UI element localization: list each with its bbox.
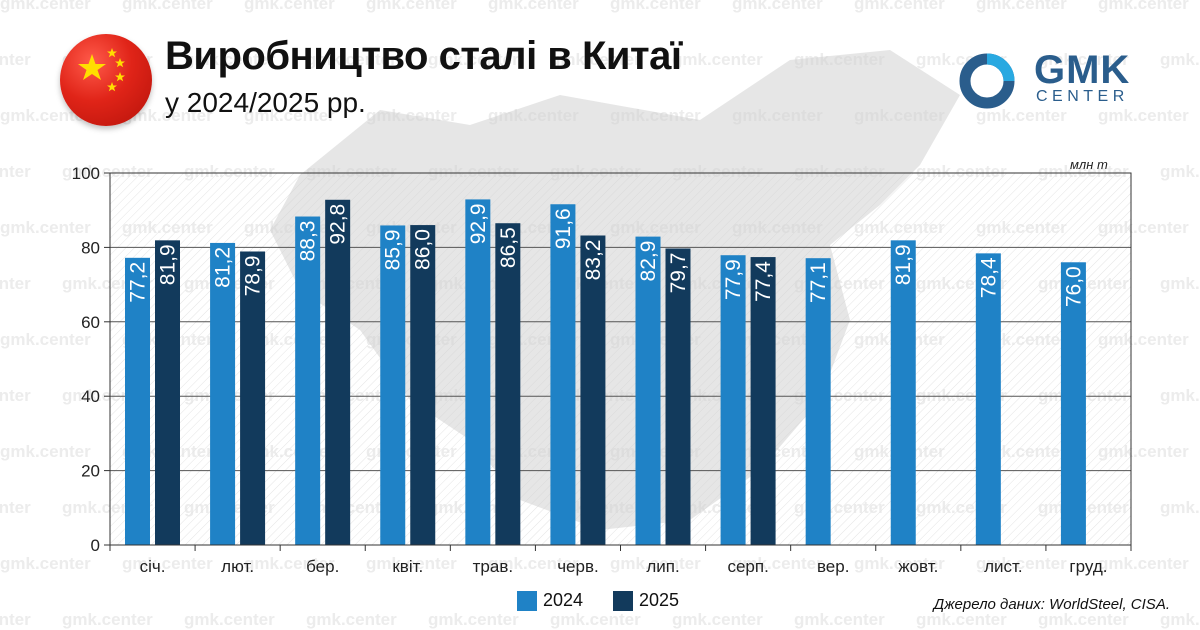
bar-2025 bbox=[410, 225, 436, 545]
x-tick-label: вер. bbox=[817, 557, 849, 576]
y-tick-label: 80 bbox=[81, 238, 100, 257]
bar-2024 bbox=[890, 240, 916, 545]
bar-2024 bbox=[465, 199, 491, 546]
x-axis-ticks: січ. лют. бер. квіт. трав. черв. лип. серп. вер.… bbox=[109, 545, 1132, 576]
chart-title: Виробництво сталі в Китаї bbox=[165, 34, 682, 78]
x-tick-label: бер. bbox=[306, 557, 339, 576]
legend-item-2024: 2024 bbox=[517, 590, 583, 611]
bar-value-label: 78,4 bbox=[977, 257, 1000, 298]
bar-2024 bbox=[720, 255, 746, 545]
bar-2024 bbox=[125, 257, 150, 545]
bar-value-label: 88,3 bbox=[297, 221, 320, 262]
bar-value-label: 78,9 bbox=[242, 255, 265, 296]
x-tick-label: трав. bbox=[473, 557, 513, 576]
y-tick-label: 100 bbox=[72, 164, 100, 183]
y-tick-label: 60 bbox=[81, 313, 100, 332]
y-axis-ticks: 0 20 40 60 80 100 bbox=[72, 164, 110, 555]
bar-value-label: 77,4 bbox=[752, 261, 775, 302]
bar-value-label: 77,2 bbox=[127, 262, 150, 303]
bar-value-label: 86,5 bbox=[497, 227, 520, 268]
bar-value-label: 76,0 bbox=[1062, 266, 1085, 307]
bar-2024 bbox=[975, 253, 1001, 546]
bar-2024 bbox=[550, 204, 576, 546]
bar-value-label: 92,9 bbox=[467, 203, 490, 244]
x-tick-label: груд. bbox=[1069, 557, 1107, 576]
bar-2024 bbox=[210, 242, 236, 545]
y-tick-label: 20 bbox=[81, 462, 100, 481]
bar-value-label: 83,2 bbox=[582, 239, 605, 280]
bar-value-label: 86,0 bbox=[412, 229, 435, 270]
bar-value-label: 92,8 bbox=[327, 204, 350, 245]
logo-text-main: GMK bbox=[1034, 48, 1131, 92]
bar-2024 bbox=[635, 236, 661, 545]
x-tick-label: квіт. bbox=[392, 557, 423, 576]
x-tick-label: серп. bbox=[727, 557, 768, 576]
bar-2024 bbox=[805, 258, 831, 545]
legend-swatch-2024 bbox=[517, 590, 537, 611]
gridlines bbox=[110, 246, 1131, 472]
bar-2025 bbox=[155, 240, 180, 545]
legend-item-2025: 2025 bbox=[613, 590, 679, 611]
x-tick-label: лип. bbox=[646, 557, 679, 576]
plot-frame bbox=[109, 172, 1132, 546]
bar-2025 bbox=[665, 248, 691, 546]
bar-value-label: 85,9 bbox=[382, 229, 405, 270]
bar-value-label: 77,9 bbox=[722, 259, 745, 300]
bar-2025 bbox=[580, 235, 606, 545]
source-note: Джерело даних: WorldSteel, CISA. bbox=[933, 596, 1170, 613]
bar-value-label: 91,6 bbox=[552, 208, 575, 249]
bar-2025 bbox=[495, 223, 521, 545]
bar-2024 bbox=[380, 225, 406, 545]
bar-value-label: 79,7 bbox=[667, 253, 690, 294]
bar-2024 bbox=[1060, 262, 1086, 545]
legend-label-2025: 2025 bbox=[639, 590, 680, 610]
bar-value-label: 81,9 bbox=[157, 244, 180, 285]
bar-value-label: 82,9 bbox=[637, 241, 660, 282]
x-tick-label: лист. bbox=[984, 557, 1023, 576]
y-tick-label: 40 bbox=[81, 387, 100, 406]
bar-2025 bbox=[750, 257, 776, 545]
bar-value-label: 77,1 bbox=[807, 262, 830, 303]
x-tick-label: черв. bbox=[557, 557, 599, 576]
unit-label: млн т bbox=[1070, 157, 1108, 172]
china-map-silhouette bbox=[270, 50, 960, 530]
x-tick-label: лют. bbox=[221, 557, 254, 576]
x-tick-label: жовт. bbox=[898, 557, 938, 576]
legend-label-2024: 2024 bbox=[543, 590, 584, 610]
china-flag-icon bbox=[60, 34, 152, 126]
bar-2025 bbox=[325, 199, 351, 545]
gmk-logo-icon bbox=[959, 53, 1015, 109]
bars: 77,2 81,9 81,2 78,9 88,3 92,8 85,9 86,0 92,9 86,5… bbox=[125, 199, 1086, 546]
logo-text-sub: CENTER bbox=[1036, 88, 1129, 105]
y-tick-label: 0 bbox=[91, 536, 100, 555]
legend-swatch-2025 bbox=[613, 590, 633, 611]
bar-value-label: 81,9 bbox=[892, 244, 915, 285]
bar-2025 bbox=[240, 251, 266, 545]
gmk-logo: GMK CENTER bbox=[958, 48, 1148, 110]
chart-subtitle: у 2024/2025 рр. bbox=[165, 87, 366, 118]
bar-value-label: 81,2 bbox=[212, 247, 235, 288]
x-tick-label: січ. bbox=[140, 557, 166, 576]
bar-2024 bbox=[295, 216, 321, 546]
